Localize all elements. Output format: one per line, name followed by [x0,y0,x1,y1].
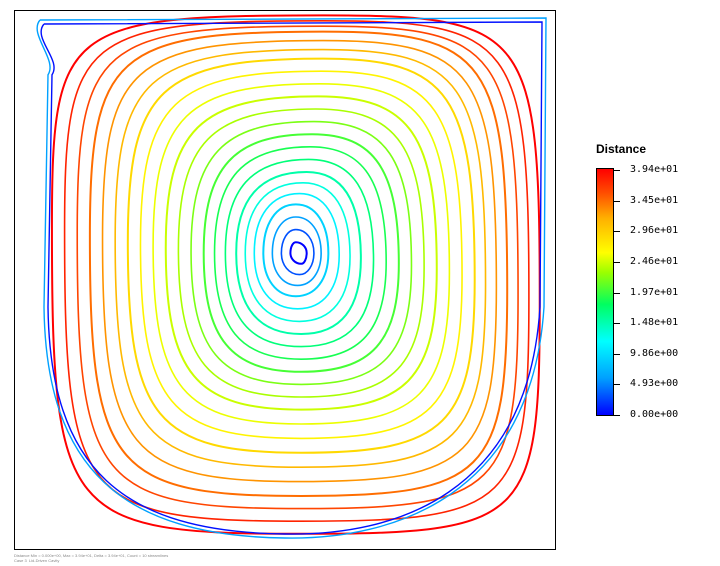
streamline-interp-0-2 [271,216,322,287]
streamline-4 [164,95,438,411]
colorbar-tick-mark [614,292,620,294]
colorbar [596,168,614,416]
colorbar-tick-label: 1.48e+01 [630,317,679,329]
streamline-interp-2-1 [224,158,375,348]
colorbar-tick-mark [614,384,620,386]
streamline-1 [262,203,330,298]
colorbar-tick-label: 4.93e+00 [630,378,679,390]
streamline-2 [235,170,362,336]
streamline-0 [289,241,308,265]
colorbar-tick-label: 0.00e+00 [630,409,679,420]
footer-caption: Distance Min = 0.000e+00, Max = 3.94e+01… [14,553,168,563]
streamline-interp-3-1 [190,120,413,386]
streamline-interp-6-2 [63,19,530,523]
colorbar-tick-mark [614,415,620,416]
colorbar-tick-mark [614,231,620,233]
streamline-wall-1 [40,21,543,535]
legend-title: Distance [596,142,647,156]
streamline-interp-5-2 [101,39,498,483]
streamline-interp-4-1 [152,82,451,425]
streamline-interp-3-2 [177,108,425,398]
colorbar-tick-label: 1.97e+01 [630,286,679,298]
streamline-interp-1-2 [244,181,351,323]
colorbar-tick-label: 3.45e+01 [630,194,679,206]
streamline-interp-1-1 [253,192,341,310]
streamline-interp-0-1 [280,228,315,276]
colorbar-tick-label: 2.96e+01 [630,225,679,237]
colorbar-tick-mark [614,323,620,325]
streamline-interp-4-2 [139,70,463,440]
colorbar-tick-mark [614,261,620,263]
streamline-5 [126,57,476,454]
colorbar-tick-label: 9.86e+00 [630,347,679,359]
footer-line-1: Distance Min = 0.000e+00, Max = 3.94e+01… [14,553,169,558]
streamline-6 [88,30,509,498]
colorbar-tick-mark [614,353,620,355]
colorbar-tick-label: 3.94e+01 [630,164,679,175]
streamline-interp-5-1 [114,48,487,469]
streamline-interp-6-1 [76,25,519,510]
colorbar-tick-mark [614,200,620,202]
streamline-3 [202,133,400,373]
streamline-plot [36,14,547,539]
streamline-wall-0 [36,17,547,539]
colorbar-tick-label: 2.46e+01 [630,255,679,267]
footer-line-2: Case 3 Lid-Driven Cavity [14,558,60,563]
colorbar-tick-mark [614,170,620,171]
streamline-interp-2-2 [213,145,387,361]
